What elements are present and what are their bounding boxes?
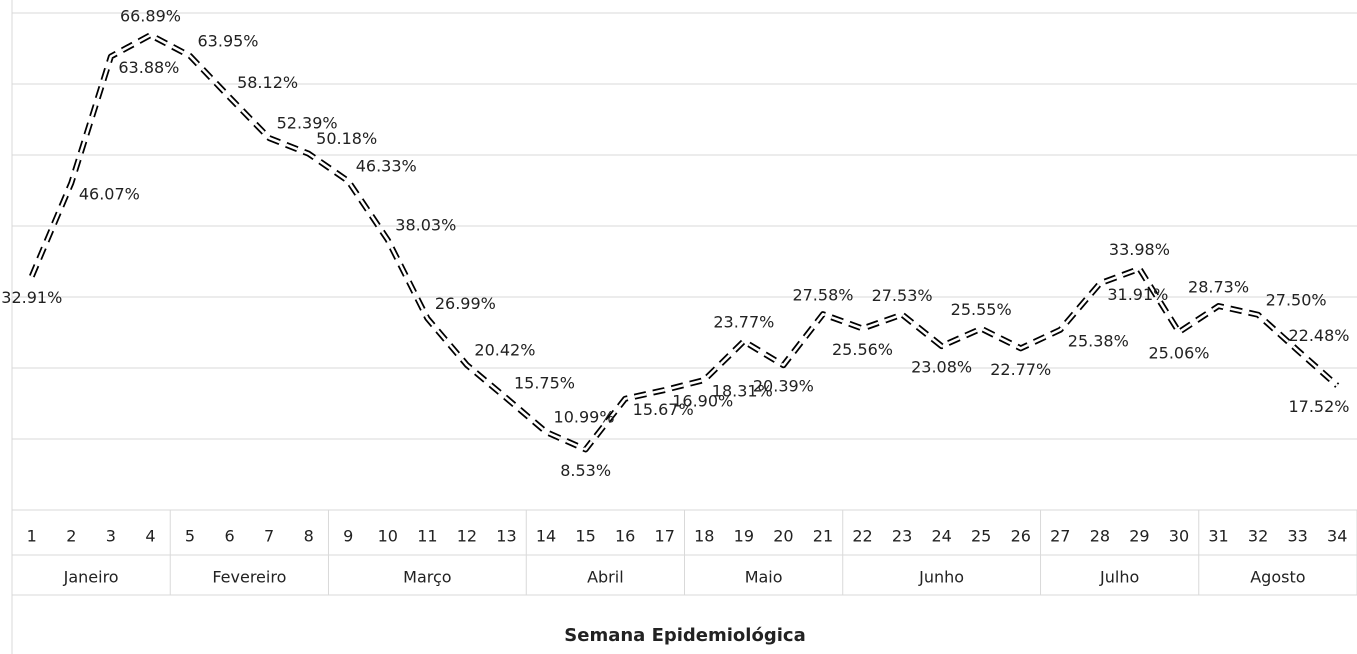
data-label: 22.48% bbox=[1288, 326, 1349, 345]
x-tick-label: 6 bbox=[224, 527, 234, 546]
data-label: 8.53% bbox=[560, 461, 611, 480]
group-label: Julho bbox=[1099, 568, 1139, 587]
x-tick-label: 33 bbox=[1287, 527, 1307, 546]
x-tick-label: 31 bbox=[1208, 527, 1228, 546]
data-label: 15.75% bbox=[514, 374, 575, 393]
x-tick-label: 24 bbox=[931, 527, 951, 546]
data-label: 27.58% bbox=[792, 286, 853, 305]
data-label: 46.07% bbox=[79, 184, 140, 203]
group-label: Fevereiro bbox=[212, 568, 286, 587]
x-tick-label: 15 bbox=[575, 527, 595, 546]
data-label: 50.18% bbox=[316, 129, 377, 148]
group-label: Agosto bbox=[1250, 568, 1305, 587]
data-label: 22.77% bbox=[990, 360, 1051, 379]
data-label: 20.42% bbox=[474, 341, 535, 360]
x-tick-label: 32 bbox=[1248, 527, 1268, 546]
x-tick-label: 19 bbox=[734, 527, 754, 546]
x-tick-label: 34 bbox=[1327, 527, 1347, 546]
data-label: 31.91% bbox=[1107, 285, 1168, 304]
x-tick-label: 14 bbox=[536, 527, 556, 546]
data-label: 32.91% bbox=[1, 288, 62, 307]
data-label: 25.38% bbox=[1068, 331, 1129, 350]
x-tick-label: 3 bbox=[106, 527, 116, 546]
data-label: 15.67% bbox=[633, 400, 694, 419]
x-tick-label: 8 bbox=[304, 527, 314, 546]
data-label: 25.06% bbox=[1148, 344, 1209, 363]
data-label: 27.53% bbox=[872, 286, 933, 305]
x-tick-label: 9 bbox=[343, 527, 353, 546]
x-tick-label: 1 bbox=[27, 527, 37, 546]
x-tick-label: 7 bbox=[264, 527, 274, 546]
x-tick-label: 12 bbox=[457, 527, 477, 546]
x-tick-label: 21 bbox=[813, 527, 833, 546]
x-tick-label: 4 bbox=[145, 527, 155, 546]
x-tick-label: 27 bbox=[1050, 527, 1070, 546]
data-label: 63.95% bbox=[198, 31, 259, 50]
data-label: 10.99% bbox=[554, 407, 615, 426]
x-tick-label: 18 bbox=[694, 527, 714, 546]
x-tick-label: 22 bbox=[852, 527, 872, 546]
data-label: 38.03% bbox=[395, 215, 456, 234]
x-tick-label: 16 bbox=[615, 527, 635, 546]
data-label: 66.89% bbox=[120, 7, 181, 26]
data-label: 28.73% bbox=[1188, 278, 1249, 297]
line bbox=[30, 33, 1339, 451]
x-tick-label: 25 bbox=[971, 527, 991, 546]
group-label: Abril bbox=[587, 568, 624, 587]
data-label: 25.55% bbox=[951, 300, 1012, 319]
data-label: 26.99% bbox=[435, 294, 496, 313]
group-label: Janeiro bbox=[63, 568, 119, 587]
data-label: 16.90% bbox=[672, 392, 733, 411]
data-label: 33.98% bbox=[1109, 240, 1170, 259]
data-label: 18.31% bbox=[712, 381, 773, 400]
x-tick-label: 23 bbox=[892, 527, 912, 546]
data-label: 17.52% bbox=[1288, 397, 1349, 416]
data-label: 63.88% bbox=[118, 58, 179, 77]
x-tick-label: 13 bbox=[496, 527, 516, 546]
data-label: 23.77% bbox=[713, 313, 774, 332]
group-label: Maio bbox=[745, 568, 783, 587]
x-tick-label: 26 bbox=[1011, 527, 1031, 546]
x-tick-label: 17 bbox=[655, 527, 675, 546]
group-label: Março bbox=[403, 568, 451, 587]
x-axis-title: Semana Epidemiológica bbox=[564, 625, 805, 646]
x-tick-label: 5 bbox=[185, 527, 195, 546]
data-label: 52.39% bbox=[277, 114, 338, 133]
x-tick-label: 10 bbox=[378, 527, 398, 546]
data-label: 20.39% bbox=[753, 377, 814, 396]
group-label: Junho bbox=[918, 568, 964, 587]
x-tick-label: 2 bbox=[66, 527, 76, 546]
x-tick-label: 20 bbox=[773, 527, 793, 546]
data-label: 23.08% bbox=[911, 358, 972, 377]
data-label: 58.12% bbox=[237, 73, 298, 92]
x-tick-label: 11 bbox=[417, 527, 437, 546]
data-label: 25.56% bbox=[832, 340, 893, 359]
x-tick-label: 28 bbox=[1090, 527, 1110, 546]
data-label: 27.50% bbox=[1266, 290, 1327, 309]
x-tick-label: 29 bbox=[1129, 527, 1149, 546]
data-label: 46.33% bbox=[356, 157, 417, 176]
x-tick-label: 30 bbox=[1169, 527, 1189, 546]
